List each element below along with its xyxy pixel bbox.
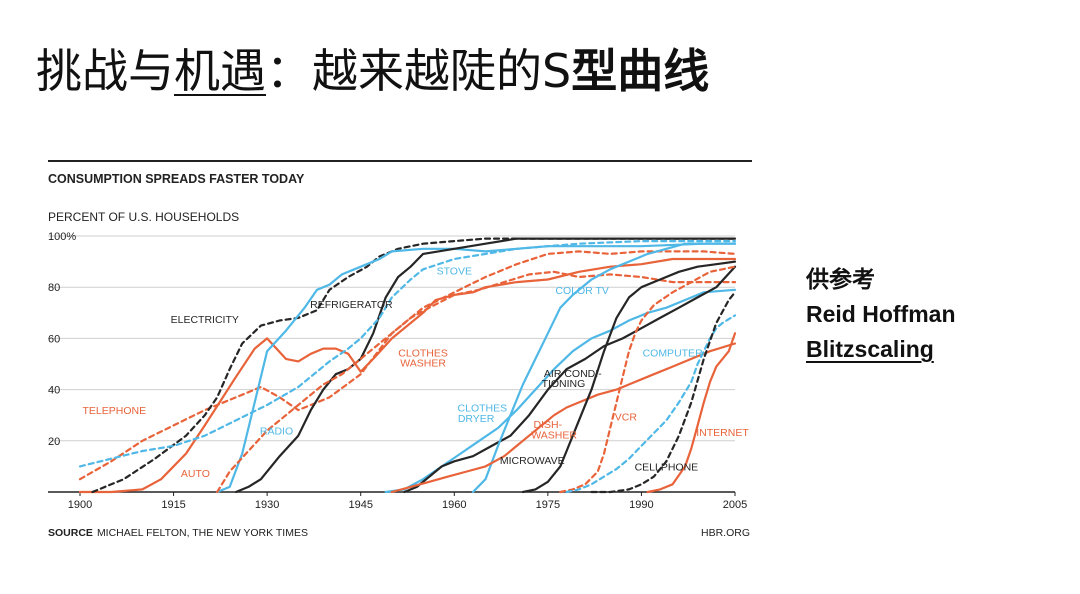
- series-label: CLOTHES: [458, 403, 508, 415]
- x-tick-label: 1900: [68, 499, 92, 511]
- x-tick-label: 1990: [629, 499, 653, 511]
- chart-title: CONSUMPTION SPREADS FASTER TODAY: [48, 172, 305, 186]
- credit-label: HBR.ORG: [701, 527, 750, 539]
- series-label: DRYER: [458, 413, 495, 425]
- series-line-dish-washer: [390, 342, 737, 494]
- series-label: WASHER: [531, 429, 577, 441]
- series-line-color-tv: [471, 242, 737, 494]
- series-label: MICROWAVE: [500, 455, 565, 467]
- series-line-auto: [78, 257, 737, 494]
- x-tick-label: 2005: [723, 499, 747, 511]
- gridlines: [48, 235, 735, 493]
- series-label: WASHER: [400, 358, 446, 370]
- title-part-4: 型曲线: [571, 44, 710, 98]
- x-tick-label: 1960: [442, 499, 466, 511]
- series-label: RADIO: [260, 426, 293, 438]
- series-label: STOVE: [437, 266, 472, 278]
- x-tick-label: 1915: [161, 499, 185, 511]
- series-line-cellphone: [590, 291, 737, 494]
- slide-title: 挑战与机遇：越来越陡的S型曲线: [36, 36, 709, 106]
- title-part-3: ：越来越陡的S: [266, 44, 572, 98]
- series-line-microwave: [521, 260, 737, 494]
- series-line-vcr: [559, 265, 737, 494]
- reference-note: 供参考 Reid Hoffman Blitzscaling: [806, 262, 1046, 367]
- series-line-radio: [216, 242, 737, 494]
- y-tick-label: 80: [48, 282, 60, 294]
- y-axis-label: PERCENT OF U.S. HOUSEHOLDS: [48, 210, 239, 224]
- x-tick-label: 1945: [348, 499, 372, 511]
- series-lines: [78, 237, 737, 494]
- y-tick-labels: 20 40 60 80 100%: [48, 231, 76, 448]
- series-line-computer: [565, 314, 737, 494]
- x-tick-label: 1930: [255, 499, 279, 511]
- series-label: ELECTRICITY: [171, 314, 239, 326]
- x-tick-label: 1975: [536, 499, 560, 511]
- y-tick-label: 60: [48, 333, 60, 345]
- series-label: COLOR TV: [555, 285, 608, 297]
- y-tick-label: 100%: [48, 231, 76, 243]
- source-label: SOURCE MICHAEL FELTON, THE NEW YORK TIMES: [48, 527, 308, 539]
- series-label: INTERNET: [696, 427, 749, 439]
- x-tick-labels: 1900 1915 1930 1945 1960 1975 1990 2005: [68, 492, 747, 511]
- series-line-clothes-washer: [216, 270, 737, 494]
- series-label: CELLPHONE: [635, 461, 699, 473]
- series-label: TIONING: [542, 378, 586, 390]
- series-labels: TELEPHONE AUTO ELECTRICITY RADIO REFRIGERATO…: [83, 266, 750, 480]
- series-line-stove: [78, 240, 737, 468]
- series-line-internet: [646, 332, 737, 494]
- source-prefix: SOURCE: [48, 527, 93, 539]
- series-line-electricity: [91, 237, 737, 494]
- reference-book: Blitzscaling: [806, 336, 934, 362]
- reference-label: 供参考: [806, 266, 875, 292]
- series-label: COMPUTER: [643, 347, 704, 359]
- y-tick-label: 20: [48, 436, 60, 448]
- series-label: TELEPHONE: [83, 405, 147, 417]
- y-tick-label: 40: [48, 385, 60, 397]
- series-label: CLOTHES: [398, 347, 448, 359]
- series-label: REFRIGERATOR: [310, 299, 393, 311]
- series-label: AIR CONDI-: [544, 368, 602, 380]
- title-part-2: 机遇: [174, 44, 266, 98]
- series-label: VCR: [615, 411, 638, 423]
- source-text: MICHAEL FELTON, THE NEW YORK TIMES: [97, 527, 308, 539]
- reference-author: Reid Hoffman: [806, 301, 956, 327]
- series-label: DISH-: [534, 419, 563, 431]
- series-label: AUTO: [181, 468, 210, 480]
- title-part-1: 挑战与: [36, 44, 174, 98]
- series-line-refrigerator: [234, 237, 737, 494]
- series-line-air-conditioning: [403, 265, 737, 494]
